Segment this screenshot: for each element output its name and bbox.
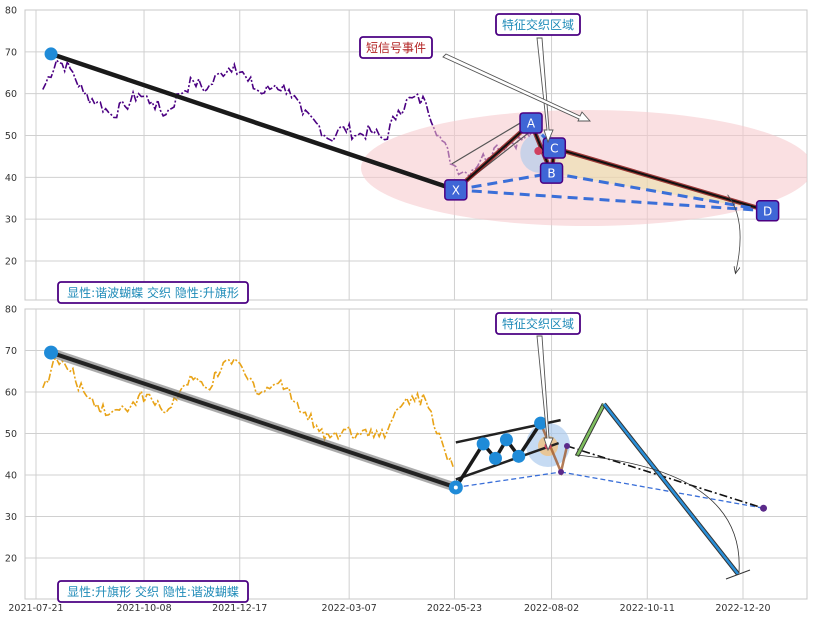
x-tick-label: 2022-10-11 xyxy=(620,603,675,614)
flag-point-marker xyxy=(476,437,490,451)
plot-area xyxy=(24,308,808,600)
short-signal-arrow xyxy=(442,53,592,122)
point-label-text: X xyxy=(452,183,460,197)
point-label-d: D xyxy=(755,200,780,222)
y-tick-label: 80 xyxy=(5,305,17,316)
point-label-text: A xyxy=(527,116,536,130)
callout-text: 特征交织区域 xyxy=(502,17,574,32)
short-signal-callout: 短信号事件 xyxy=(359,36,433,59)
x-tick-label: 2022-12-20 xyxy=(715,603,770,614)
y-tick-label: 30 xyxy=(5,215,17,226)
projection-tick xyxy=(725,569,751,580)
flag-point-marker xyxy=(488,451,502,465)
feature-zone-arrow xyxy=(536,335,554,452)
point-label-text: B xyxy=(547,167,555,181)
flag-lower-line xyxy=(455,441,560,481)
c-dot xyxy=(564,443,570,449)
point-label-a: A xyxy=(519,112,543,134)
point-label-text: D xyxy=(763,204,772,218)
end-marker xyxy=(760,504,768,512)
y-tick-label: 70 xyxy=(5,47,17,58)
panel-content xyxy=(42,47,807,273)
start-x-leg xyxy=(48,51,459,193)
feature-zone-callout: 特征交织区域 xyxy=(495,13,581,36)
y-tick-label: 20 xyxy=(5,257,17,268)
x-tick-label: 2022-03-07 xyxy=(322,603,377,614)
cd-dashdot xyxy=(566,445,764,509)
x-tick-label: 2022-05-23 xyxy=(427,603,482,614)
flag-point-marker xyxy=(499,433,513,447)
flag-point-marker xyxy=(534,416,548,430)
x-tick-label: 2022-08-02 xyxy=(524,603,579,614)
callout-text: 特征交织区域 xyxy=(502,316,574,331)
callout-box xyxy=(57,580,249,603)
callout-box xyxy=(57,281,249,304)
pattern-legend-callout: 显性:谐波蝴蝶 交织 隐性:升旗形 xyxy=(57,281,249,304)
xb-dashed xyxy=(455,471,562,489)
price-series-line xyxy=(42,357,454,467)
start-marker xyxy=(44,345,59,360)
point-label-box xyxy=(519,112,543,134)
point-label-text: C xyxy=(550,142,558,156)
x-tick-label: 2021-12-17 xyxy=(212,603,267,614)
callout-text: 显性:谐波蝴蝶 交织 隐性:升旗形 xyxy=(67,285,239,300)
y-tick-label: 60 xyxy=(5,89,17,100)
point-label-box xyxy=(444,179,468,201)
signal-dot xyxy=(534,147,543,156)
flag-point-marker xyxy=(512,449,526,463)
panel-content xyxy=(42,345,768,580)
pattern-legend-callout: 显性:升旗形 交织 隐性:谐波蝴蝶 xyxy=(57,580,249,603)
point-label-x: X xyxy=(444,179,468,201)
x-tick-label: 2021-07-21 xyxy=(8,603,63,614)
y-tick-label: 30 xyxy=(5,512,17,523)
blue-leg xyxy=(603,403,739,575)
callout-box xyxy=(495,13,581,36)
feature-zone-callout: 特征交织区域 xyxy=(495,312,581,335)
y-tick-label: 20 xyxy=(5,554,17,565)
projection-arrow xyxy=(727,194,741,273)
flag-zigzag xyxy=(454,422,543,489)
xd-dashed xyxy=(455,188,768,213)
callout-box xyxy=(359,36,433,59)
y-tick-label: 50 xyxy=(5,131,17,142)
y-tick-label: 80 xyxy=(5,6,17,17)
projection-curve xyxy=(574,454,740,573)
y-tick-label: 70 xyxy=(5,346,17,357)
start-marker xyxy=(44,47,58,61)
x-tick-label: 2021-10-08 xyxy=(116,603,171,614)
y-tick-label: 50 xyxy=(5,429,17,440)
y-tick-label: 60 xyxy=(5,388,17,399)
point-label-box xyxy=(542,137,567,159)
bd-dashed xyxy=(551,171,768,213)
callout-box xyxy=(495,312,581,335)
callout-text: 显性:升旗形 交织 隐性:谐波蝴蝶 xyxy=(67,584,239,599)
start-x-leg xyxy=(49,350,458,490)
y-tick-label: 40 xyxy=(5,471,17,482)
b-dot xyxy=(558,469,564,475)
callout-text: 短信号事件 xyxy=(366,41,426,55)
xb-dashed xyxy=(455,171,552,192)
feature-zone-arrow xyxy=(536,37,554,144)
point-label-box xyxy=(755,200,780,222)
green-leg xyxy=(575,403,606,457)
point-label-c: C xyxy=(542,137,567,159)
channel-upper xyxy=(451,118,528,165)
x-point-center xyxy=(453,485,458,490)
bd-dashed xyxy=(560,471,764,509)
point-label-box xyxy=(539,162,564,184)
point-label-b: B xyxy=(539,162,564,184)
y-tick-label: 40 xyxy=(5,173,17,184)
